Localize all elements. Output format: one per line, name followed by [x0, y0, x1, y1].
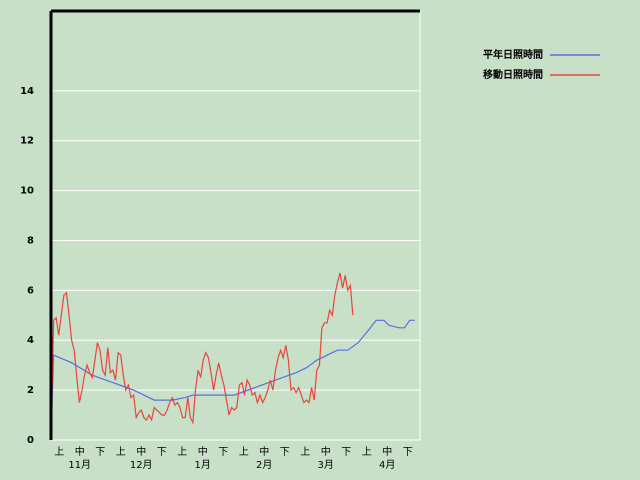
- x-tick-label: 中: [136, 445, 146, 458]
- y-tick-label: 4: [27, 335, 34, 346]
- y-tick-label: 2: [27, 385, 34, 396]
- legend-label: 移動日照時間: [483, 68, 543, 81]
- series-line: [50, 272, 354, 441]
- y-tick-label: 12: [20, 136, 34, 147]
- x-tick-label: 下: [403, 447, 413, 458]
- legend-label: 平年日照時間: [483, 48, 543, 61]
- y-tick-label: 8: [27, 235, 34, 246]
- x-tick-label: 中: [198, 445, 208, 458]
- x-tick-label: 上: [54, 446, 64, 458]
- x-tick-label: 上: [300, 446, 310, 458]
- x-tick-label: 中: [382, 445, 392, 458]
- month-label: 12月: [130, 459, 153, 471]
- y-tick-label: 6: [27, 285, 34, 296]
- y-tick-label: 0: [27, 435, 34, 446]
- month-label: 1月: [195, 459, 211, 471]
- x-tick-label: 上: [177, 446, 187, 458]
- x-tick-label: 下: [218, 447, 228, 458]
- x-tick-label: 下: [280, 447, 290, 458]
- month-label: 4月: [379, 459, 395, 471]
- x-tick-label: 上: [362, 446, 372, 458]
- month-label: 11月: [68, 459, 91, 471]
- x-tick-label: 下: [95, 447, 105, 458]
- x-tick-label: 中: [75, 445, 85, 458]
- month-label: 3月: [318, 459, 334, 471]
- x-tick-label: 上: [116, 446, 126, 458]
- x-tick-label: 下: [157, 447, 167, 458]
- y-tick-label: 14: [20, 86, 34, 97]
- x-tick-label: 中: [321, 445, 331, 458]
- series-line: [50, 319, 415, 441]
- x-tick-label: 上: [239, 446, 249, 458]
- x-tick-label: 下: [341, 447, 351, 458]
- month-label: 2月: [256, 459, 272, 471]
- y-tick-label: 10: [20, 186, 34, 197]
- x-tick-label: 中: [259, 445, 269, 458]
